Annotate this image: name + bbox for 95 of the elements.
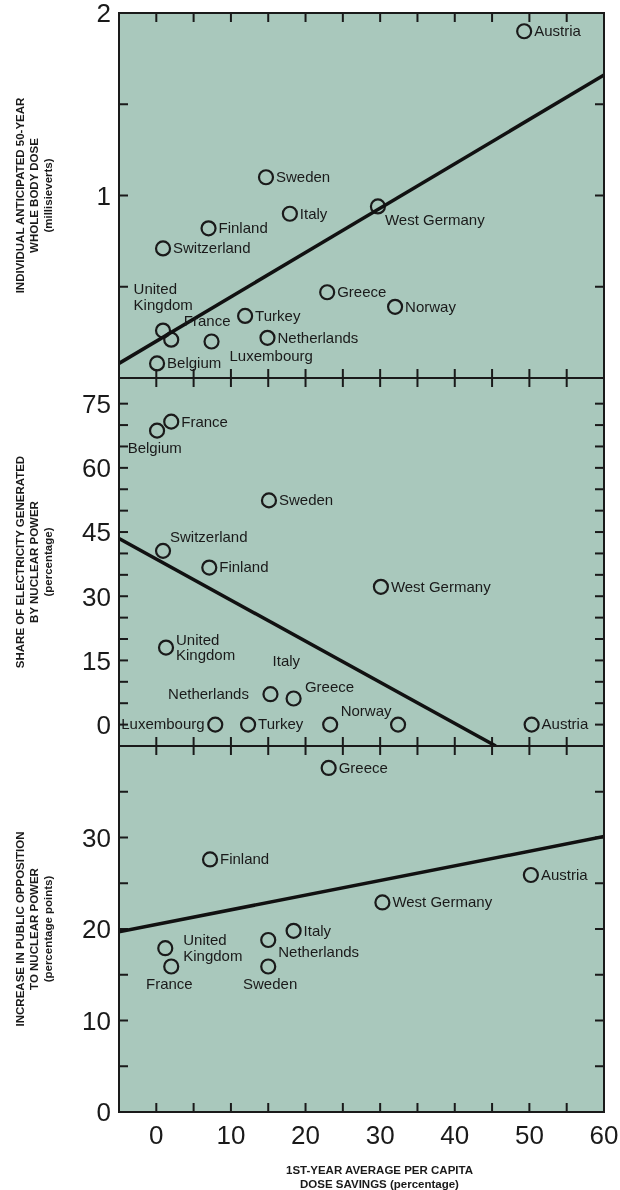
point <box>281 205 298 222</box>
annotation: Greece <box>304 677 355 695</box>
y-tick-label: 0 <box>96 709 111 740</box>
annotation: Italy <box>272 651 301 669</box>
point <box>260 958 277 975</box>
y-tick-label: 1 <box>96 180 111 211</box>
y-tick-label: 0 <box>96 1097 111 1128</box>
annotation: Norway <box>405 297 457 315</box>
annotation: Luxembourg <box>121 715 205 733</box>
annotation: Turkey <box>255 306 301 324</box>
annotation: Turkey <box>258 715 304 733</box>
annotation: Italy <box>303 921 332 939</box>
annotation: Netherlands <box>277 328 359 346</box>
point <box>154 322 172 339</box>
annotation: France <box>181 412 228 430</box>
point <box>285 690 302 707</box>
annotation: Finland <box>220 850 270 868</box>
annotation: West Germany <box>392 893 493 911</box>
x-tick-label: 30 <box>365 1120 395 1150</box>
point <box>386 298 404 315</box>
annotation: Netherlands <box>278 942 360 960</box>
point <box>163 413 180 430</box>
point <box>322 716 339 733</box>
annotation: Switzerland <box>173 239 251 257</box>
point <box>154 542 172 559</box>
point <box>163 331 180 348</box>
y-axis-title: INCREASE IN PUBLIC OPPOSITION TO NUCLEAR POWER (percentage points) <box>14 831 54 1027</box>
annotation: Italy <box>299 204 328 222</box>
point <box>148 355 166 372</box>
y-tick-label: 75 <box>82 389 111 420</box>
point <box>262 686 279 703</box>
annotation: Netherlands <box>168 685 249 703</box>
point <box>201 559 218 576</box>
y-tick-label: 60 <box>82 453 111 484</box>
point <box>372 578 389 595</box>
annotation: Belgium <box>167 354 222 372</box>
annotation: Luxembourg <box>229 347 313 365</box>
point <box>522 866 539 884</box>
x-tick-label: 10 <box>216 1120 246 1150</box>
annotation: Switzerland <box>170 527 248 545</box>
point <box>260 492 278 509</box>
annotation: Sweden <box>243 975 298 993</box>
x-tick-label: 0 <box>149 1120 164 1150</box>
x-tick-label: 40 <box>440 1120 470 1150</box>
y-tick-label: 2 <box>96 0 111 29</box>
point <box>320 759 337 777</box>
annotation: West Germany <box>390 577 492 595</box>
point <box>369 198 387 215</box>
y-tick-label: 30 <box>82 822 111 853</box>
y-tick-label: 15 <box>82 645 111 676</box>
y-axis-title: SHARE OF ELECTRICITY GENERATED BY NUCLEAR POWER (percentage) <box>14 455 54 669</box>
point <box>157 940 174 957</box>
annotation: Norway <box>340 701 393 719</box>
annotation: United Kingdom <box>183 931 243 964</box>
point <box>516 23 533 40</box>
x-tick-label: 20 <box>291 1120 320 1150</box>
x-axis-title: 1ST-YEAR AVERAGE PER CAPITA DOSE SAVINGS (percentage) <box>285 1164 474 1190</box>
annotation: United Kingdom <box>133 279 193 313</box>
y-tick-label: 10 <box>82 1005 111 1036</box>
point <box>163 958 180 975</box>
x-tick-label: 60 <box>589 1120 619 1150</box>
point <box>237 307 254 325</box>
point <box>207 716 224 733</box>
annotation: Belgium <box>127 439 182 457</box>
annotation: West Germany <box>384 211 486 229</box>
point <box>260 931 277 949</box>
point <box>285 922 302 939</box>
annotation: France <box>146 975 193 993</box>
annotation: Greece <box>337 283 387 301</box>
annotation: United Kingdom <box>176 630 236 664</box>
point <box>201 851 219 868</box>
annotation: Sweden <box>278 491 334 509</box>
y-axis-title: INDIVIDUAL ANTICIPATED 50-YEAR WHOLE BODY DOSE (millisieverts) <box>14 96 54 294</box>
annotation: Sweden <box>275 168 331 186</box>
y-tick-label: 30 <box>82 581 111 612</box>
point <box>257 169 275 186</box>
annotation: Austria <box>534 22 582 40</box>
point <box>203 333 220 350</box>
annotation: Finland <box>219 558 269 576</box>
point <box>148 422 166 439</box>
point <box>239 716 257 733</box>
point <box>374 894 391 911</box>
point <box>523 716 540 733</box>
point <box>157 639 175 656</box>
annotation: Austria <box>540 865 589 883</box>
annotation: Austria <box>541 715 589 733</box>
point <box>259 329 276 346</box>
point <box>319 284 336 301</box>
y-tick-label: 45 <box>82 517 111 548</box>
x-tick-label: 50 <box>514 1120 544 1150</box>
annotation: Finland <box>218 219 268 237</box>
point <box>154 240 172 257</box>
annotation: Greece <box>338 758 388 776</box>
point <box>200 220 217 237</box>
y-tick-label: 20 <box>82 914 111 945</box>
